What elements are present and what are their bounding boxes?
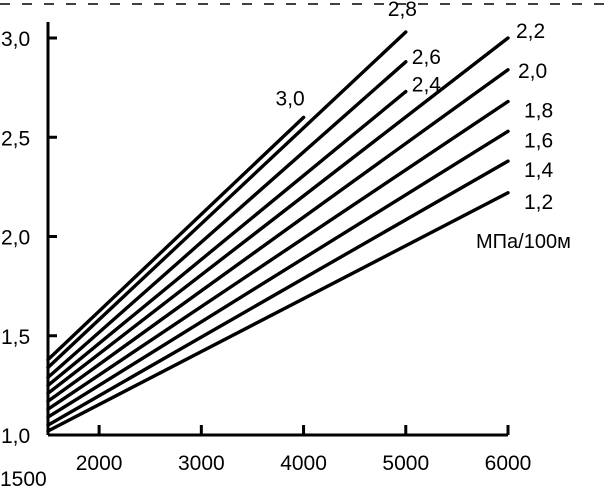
series-labels: 3,0 2,8 2,6 2,4 2,2 2,0 1,8 1,6 1,4 1,2 <box>276 0 554 214</box>
series-line <box>46 191 510 433</box>
series-line <box>46 36 510 395</box>
y-tick-label: 1,0 <box>1 425 30 448</box>
series-line <box>46 68 510 403</box>
x-tick-label: 6000 <box>485 452 532 475</box>
series-label: 2,0 <box>518 60 547 83</box>
y-tick-label: 1,5 <box>1 326 30 349</box>
series-label: 1,6 <box>524 129 553 152</box>
series-label: 1,8 <box>524 100 553 123</box>
x-tick-label: 4000 <box>280 452 327 475</box>
series-line <box>46 129 510 419</box>
x-tick-label: 2000 <box>76 452 123 475</box>
series-line <box>46 60 408 380</box>
y-tick-label: 2,5 <box>1 127 30 150</box>
x-tick-label: 5000 <box>382 452 429 475</box>
series-line <box>46 99 510 411</box>
series-label: 2,2 <box>516 20 545 43</box>
series-line <box>46 115 306 362</box>
y-tick-label: 2,0 <box>1 227 30 250</box>
series-label: 2,6 <box>412 46 441 69</box>
series-label: 2,4 <box>412 74 442 97</box>
series-line <box>46 159 510 427</box>
series-lines <box>46 30 510 433</box>
ticks: 1,0 1,5 2,0 2,5 3,0 1500 2000 3000 4000 5000 6000 <box>0 28 531 488</box>
series-label: 3,0 <box>276 87 305 110</box>
series-line <box>46 30 408 370</box>
series-label: 1,4 <box>524 159 554 182</box>
unit-label: МПа/100м <box>476 231 571 253</box>
series-label: 1,2 <box>524 191 553 214</box>
y-tick-label: 3,0 <box>1 28 30 51</box>
x-tick-label: 1500 <box>0 468 47 488</box>
series-line <box>46 89 408 388</box>
series-label: 2,8 <box>388 0 417 21</box>
x-tick-label: 3000 <box>178 452 225 475</box>
